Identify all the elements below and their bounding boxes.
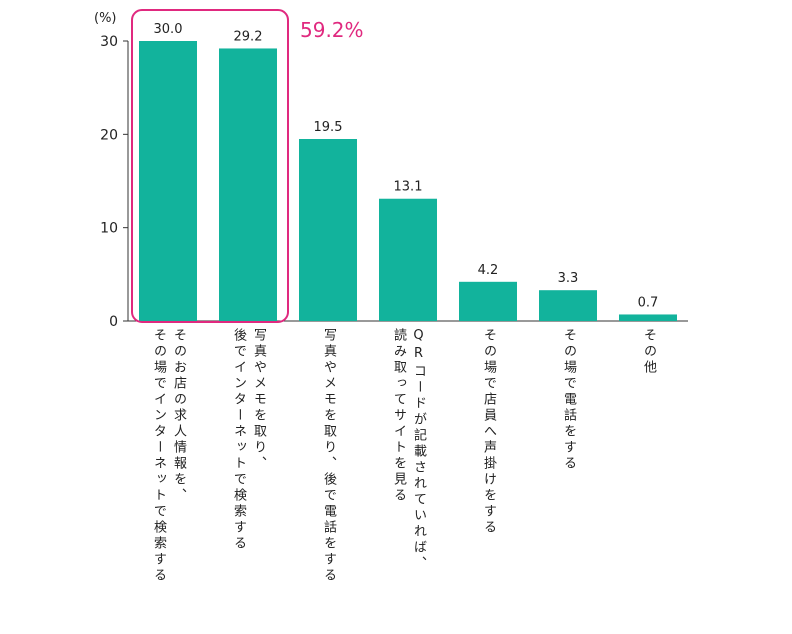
y-axis: 0 10 20 30	[100, 34, 128, 330]
y-tick-label: 30	[100, 34, 118, 50]
bar-value-label: 30.0	[154, 22, 183, 37]
highlight-total-label: 59.2%	[300, 18, 364, 42]
highlight-box	[131, 9, 289, 323]
bar-value-label: 19.5	[314, 120, 343, 135]
bar-value-label: 13.1	[394, 180, 423, 195]
x-category-label: その場で電話をする	[561, 328, 576, 472]
bar-value-label: 0.7	[638, 295, 659, 310]
x-category-label: QRコードが記載されていれば、 読み取ってサイトを見る	[391, 328, 426, 572]
y-tick-label: 0	[109, 314, 118, 330]
x-category-label: その場で店員へ声掛けをする	[481, 328, 496, 536]
y-tick-label: 20	[100, 127, 118, 143]
bar	[619, 314, 677, 321]
bar	[379, 198, 437, 321]
bar-value-label: 29.2	[234, 29, 263, 44]
bars-group	[139, 41, 677, 321]
x-category-label: その他	[641, 328, 656, 376]
y-tick-label: 10	[100, 221, 118, 237]
x-category-label: そのお店の求人情報を、 その場でインターネットで検索する	[151, 328, 186, 584]
bar	[139, 41, 197, 321]
x-category-label: 写真やメモを取り、 後でインターネットで検索する	[231, 328, 266, 552]
bar	[459, 281, 517, 321]
x-category-label: 写真やメモを取り、後で電話をする	[321, 328, 336, 584]
bar-value-label: 4.2	[478, 263, 499, 278]
value-labels-group: 30.0 29.2 19.5 13.1 4.2 3.3 0.7	[154, 22, 659, 310]
y-axis-unit-label: (%)	[94, 11, 117, 26]
bar-value-label: 3.3	[558, 271, 579, 286]
bar	[539, 290, 597, 321]
bar	[299, 139, 357, 321]
bar	[219, 48, 277, 321]
